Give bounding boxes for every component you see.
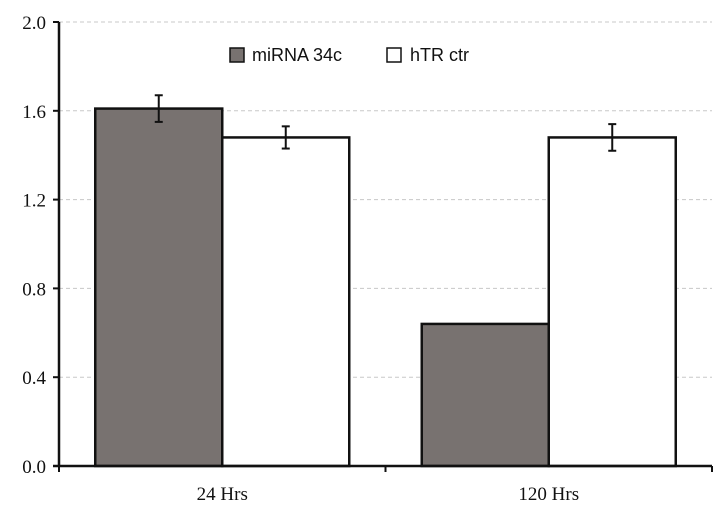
bar-mirna-34c-1	[420, 322, 550, 468]
legend-label-0: miRNA 34c	[252, 45, 342, 65]
y-tick-label: 1.6	[22, 102, 46, 123]
legend-label-1: hTR ctr	[410, 45, 469, 65]
x-tick-label: 120 Hrs	[518, 484, 579, 505]
error-bars	[154, 94, 617, 152]
legend-swatch-0	[229, 47, 245, 63]
bars	[94, 107, 677, 468]
bar-mirna-34c-0	[94, 107, 224, 468]
legend: miRNA 34c hTR ctr	[229, 45, 469, 65]
y-tick-label: 0.4	[22, 368, 46, 389]
legend-swatch-1	[386, 47, 402, 63]
x-tick-label: 24 Hrs	[197, 484, 248, 505]
y-tick-label: 1.2	[22, 191, 46, 212]
bar-htr-ctr-1	[547, 136, 677, 468]
bar-htr-ctr-0	[221, 136, 351, 468]
axes: 0.0 0.4 0.8 1.2 1.6 2.0 24 Hrs 120 Hrs	[22, 13, 713, 505]
y-tick-label: 2.0	[22, 13, 46, 34]
y-tick-label: 0.0	[22, 457, 46, 478]
y-tick-label: 0.8	[22, 279, 46, 300]
